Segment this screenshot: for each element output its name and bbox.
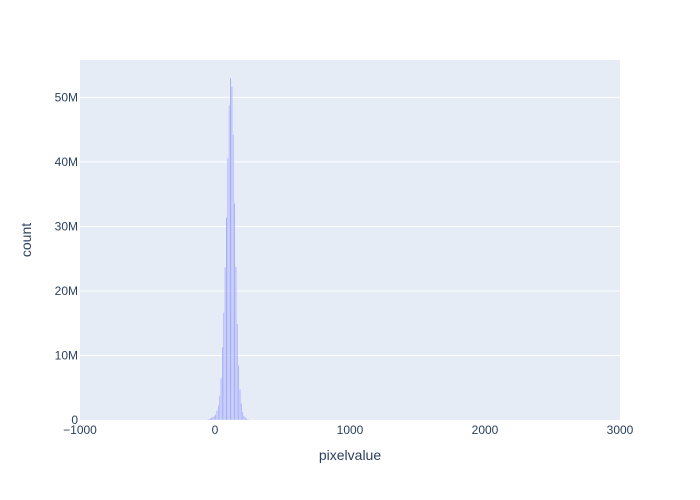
histogram-bars: [206, 77, 256, 421]
histogram-bar[interactable]: [224, 266, 226, 421]
histogram-bar[interactable]: [233, 203, 236, 421]
y-axis-ticks: 0 10M 20M 30M 40M 50M: [55, 90, 79, 427]
histogram-bar[interactable]: [228, 105, 231, 421]
histogram-bar[interactable]: [235, 266, 237, 421]
histogram-bar[interactable]: [232, 134, 235, 421]
histogram-bar[interactable]: [216, 410, 218, 421]
x-axis-title: pixelvalue: [319, 447, 381, 463]
y-tick-label: 40M: [55, 155, 78, 169]
x-tick-label: 2000: [472, 423, 499, 437]
gridlines: [80, 96, 620, 356]
histogram-bar[interactable]: [226, 157, 229, 421]
y-axis-title: count: [18, 223, 34, 257]
y-tick-label: 20M: [55, 284, 78, 298]
x-tick-label: 3000: [607, 423, 634, 437]
x-tick-label: 0: [212, 423, 219, 437]
y-tick-label: 0: [71, 413, 78, 427]
y-tick-label: 10M: [55, 348, 78, 362]
histogram-bar[interactable]: [209, 417, 212, 421]
histogram-bar[interactable]: [220, 377, 222, 421]
histogram-bar[interactable]: [241, 411, 244, 421]
histogram-bar[interactable]: [218, 395, 221, 421]
x-tick-label: 1000: [337, 423, 364, 437]
histogram-bar[interactable]: [217, 405, 220, 421]
y-tick-label: 50M: [55, 90, 78, 104]
histogram-bar[interactable]: [239, 388, 241, 421]
histogram-bar[interactable]: [225, 217, 228, 421]
histogram-bar[interactable]: [214, 414, 217, 421]
x-axis-ticks: −1000 0 1000 2000 3000: [63, 423, 634, 437]
histogram-bar[interactable]: [206, 419, 209, 421]
x-tick-label: −1000: [63, 423, 97, 437]
histogram-bar[interactable]: [248, 419, 251, 421]
plot-area: [80, 60, 620, 420]
histogram-bar[interactable]: [212, 416, 214, 421]
histogram-bar[interactable]: [221, 346, 224, 421]
histogram-bar[interactable]: [240, 403, 243, 421]
histogram-bar[interactable]: [247, 418, 249, 421]
histogram-bar[interactable]: [213, 415, 216, 421]
histogram-bar[interactable]: [244, 417, 247, 421]
histogram-bar[interactable]: [229, 77, 232, 421]
histogram-bar[interactable]: [236, 323, 239, 421]
histogram-bar[interactable]: [210, 417, 213, 421]
histogram-bar[interactable]: [208, 418, 210, 421]
histogram-bar[interactable]: [231, 86, 233, 421]
y-tick-label: 30M: [55, 219, 78, 233]
histogram-bar[interactable]: [237, 365, 240, 421]
histogram-bar[interactable]: [222, 312, 225, 421]
histogram-bar[interactable]: [245, 418, 248, 421]
histogram-bar[interactable]: [243, 415, 245, 421]
